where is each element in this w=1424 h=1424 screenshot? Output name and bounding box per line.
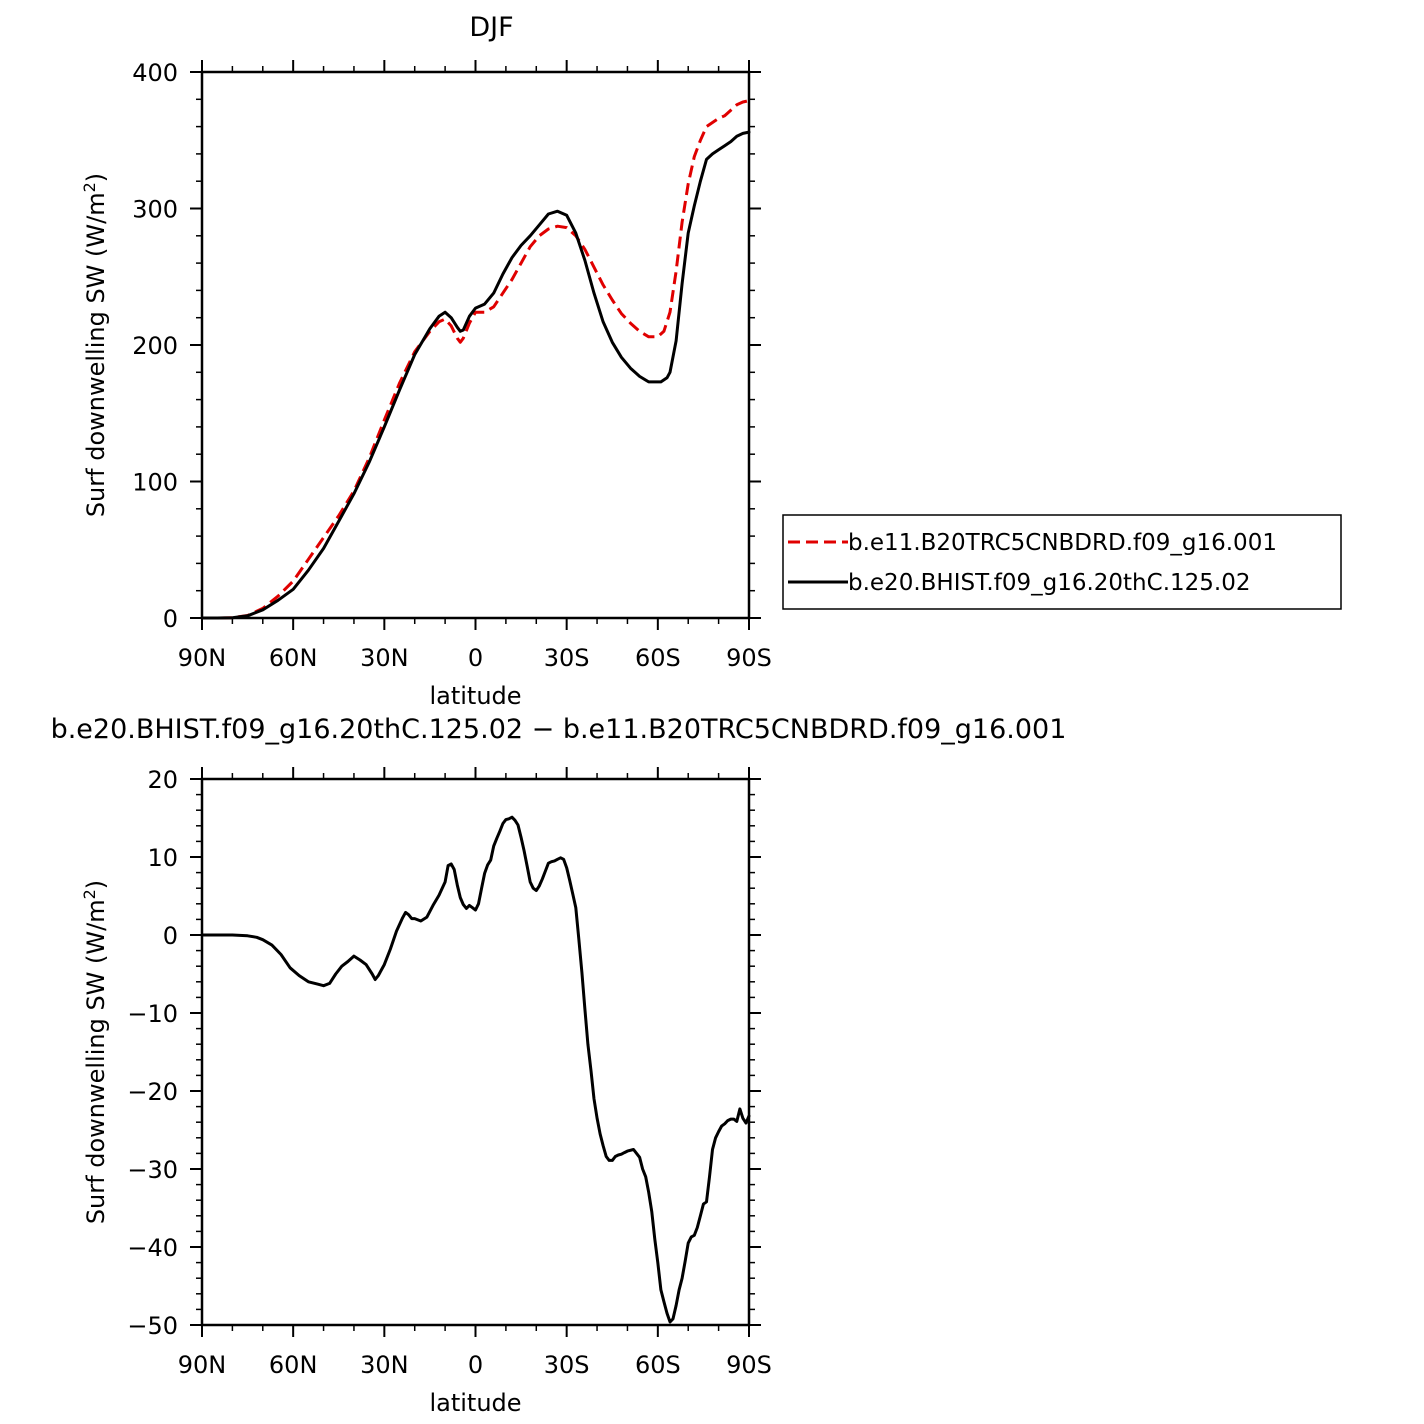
bottom-series-lines (200, 815, 751, 1324)
x-tick-label: 60S (635, 644, 681, 672)
series-line-2 (200, 130, 751, 620)
bottom-plot-frame (200, 777, 751, 1327)
top-plot-title: DJF (469, 12, 513, 43)
legend-label-series-2: b.e20.BHIST.f09_g16.20thC.125.02 (848, 570, 1250, 596)
x-tick-label: 90N (178, 1351, 227, 1379)
legend: b.e11.B20TRC5CNBDRD.f09_g16.001 b.e20.BH… (782, 514, 1342, 610)
y-tick-label: 300 (132, 196, 178, 224)
legend-box (782, 514, 1342, 610)
x-tick-label: 30S (544, 644, 590, 672)
series-line-1 (200, 815, 751, 1324)
y-tick-label: 10 (147, 844, 178, 872)
x-tick-label: 30N (360, 644, 409, 672)
x-tick-label: 60N (269, 644, 318, 672)
y-tick-label: −40 (127, 1234, 178, 1262)
top-panel: DJF 90N 60N 30N 0 30S 60S 90S 0 100 200 300 400 lat… (80, 12, 772, 710)
bottom-tick-labels: 90N 60N 30N 0 30S 60S 90S −50 −40 −30 −20 −10 0 10 20 (127, 766, 772, 1379)
series-line-1 (202, 99, 750, 620)
x-tick-label: 30N (360, 1351, 409, 1379)
x-tick-label: 90S (726, 644, 772, 672)
y-tick-label: −20 (127, 1078, 178, 1106)
bottom-panel: b.e20.BHIST.f09_g16.20thC.125.02 − b.e11… (51, 714, 1067, 1417)
x-tick-label: 90N (178, 644, 227, 672)
bottom-axis-ticks (190, 767, 761, 1337)
top-x-axis-label: latitude (429, 682, 521, 710)
x-tick-label: 60N (269, 1351, 318, 1379)
bottom-x-axis-label: latitude (429, 1389, 521, 1417)
top-tick-labels: 90N 60N 30N 0 30S 60S 90S 0 100 200 300 400 (132, 59, 772, 672)
bottom-y-axis-label: Surf downwelling SW (W/m2) (80, 880, 110, 1224)
y-tick-label: −50 (127, 1312, 178, 1340)
x-tick-label: 0 (468, 644, 483, 672)
top-series-lines (200, 99, 751, 620)
y-tick-label: 0 (163, 605, 178, 633)
legend-label-series-1: b.e11.B20TRC5CNBDRD.f09_g16.001 (848, 530, 1277, 556)
y-tick-label: 100 (132, 469, 178, 497)
y-tick-label: 20 (147, 766, 178, 794)
y-tick-label: 200 (132, 332, 178, 360)
y-tick-label: 0 (163, 922, 178, 950)
y-tick-label: −10 (127, 1000, 178, 1028)
x-tick-label: 60S (635, 1351, 681, 1379)
x-tick-label: 0 (468, 1351, 483, 1379)
x-tick-label: 30S (544, 1351, 590, 1379)
top-y-axis-label: Surf downwelling SW (W/m2) (80, 173, 110, 517)
bottom-plot-title: b.e20.BHIST.f09_g16.20thC.125.02 − b.e11… (51, 714, 1067, 745)
top-plot-frame (200, 70, 751, 620)
x-tick-label: 90S (726, 1351, 772, 1379)
y-tick-label: −30 (127, 1156, 178, 1184)
y-tick-label: 400 (132, 59, 178, 87)
